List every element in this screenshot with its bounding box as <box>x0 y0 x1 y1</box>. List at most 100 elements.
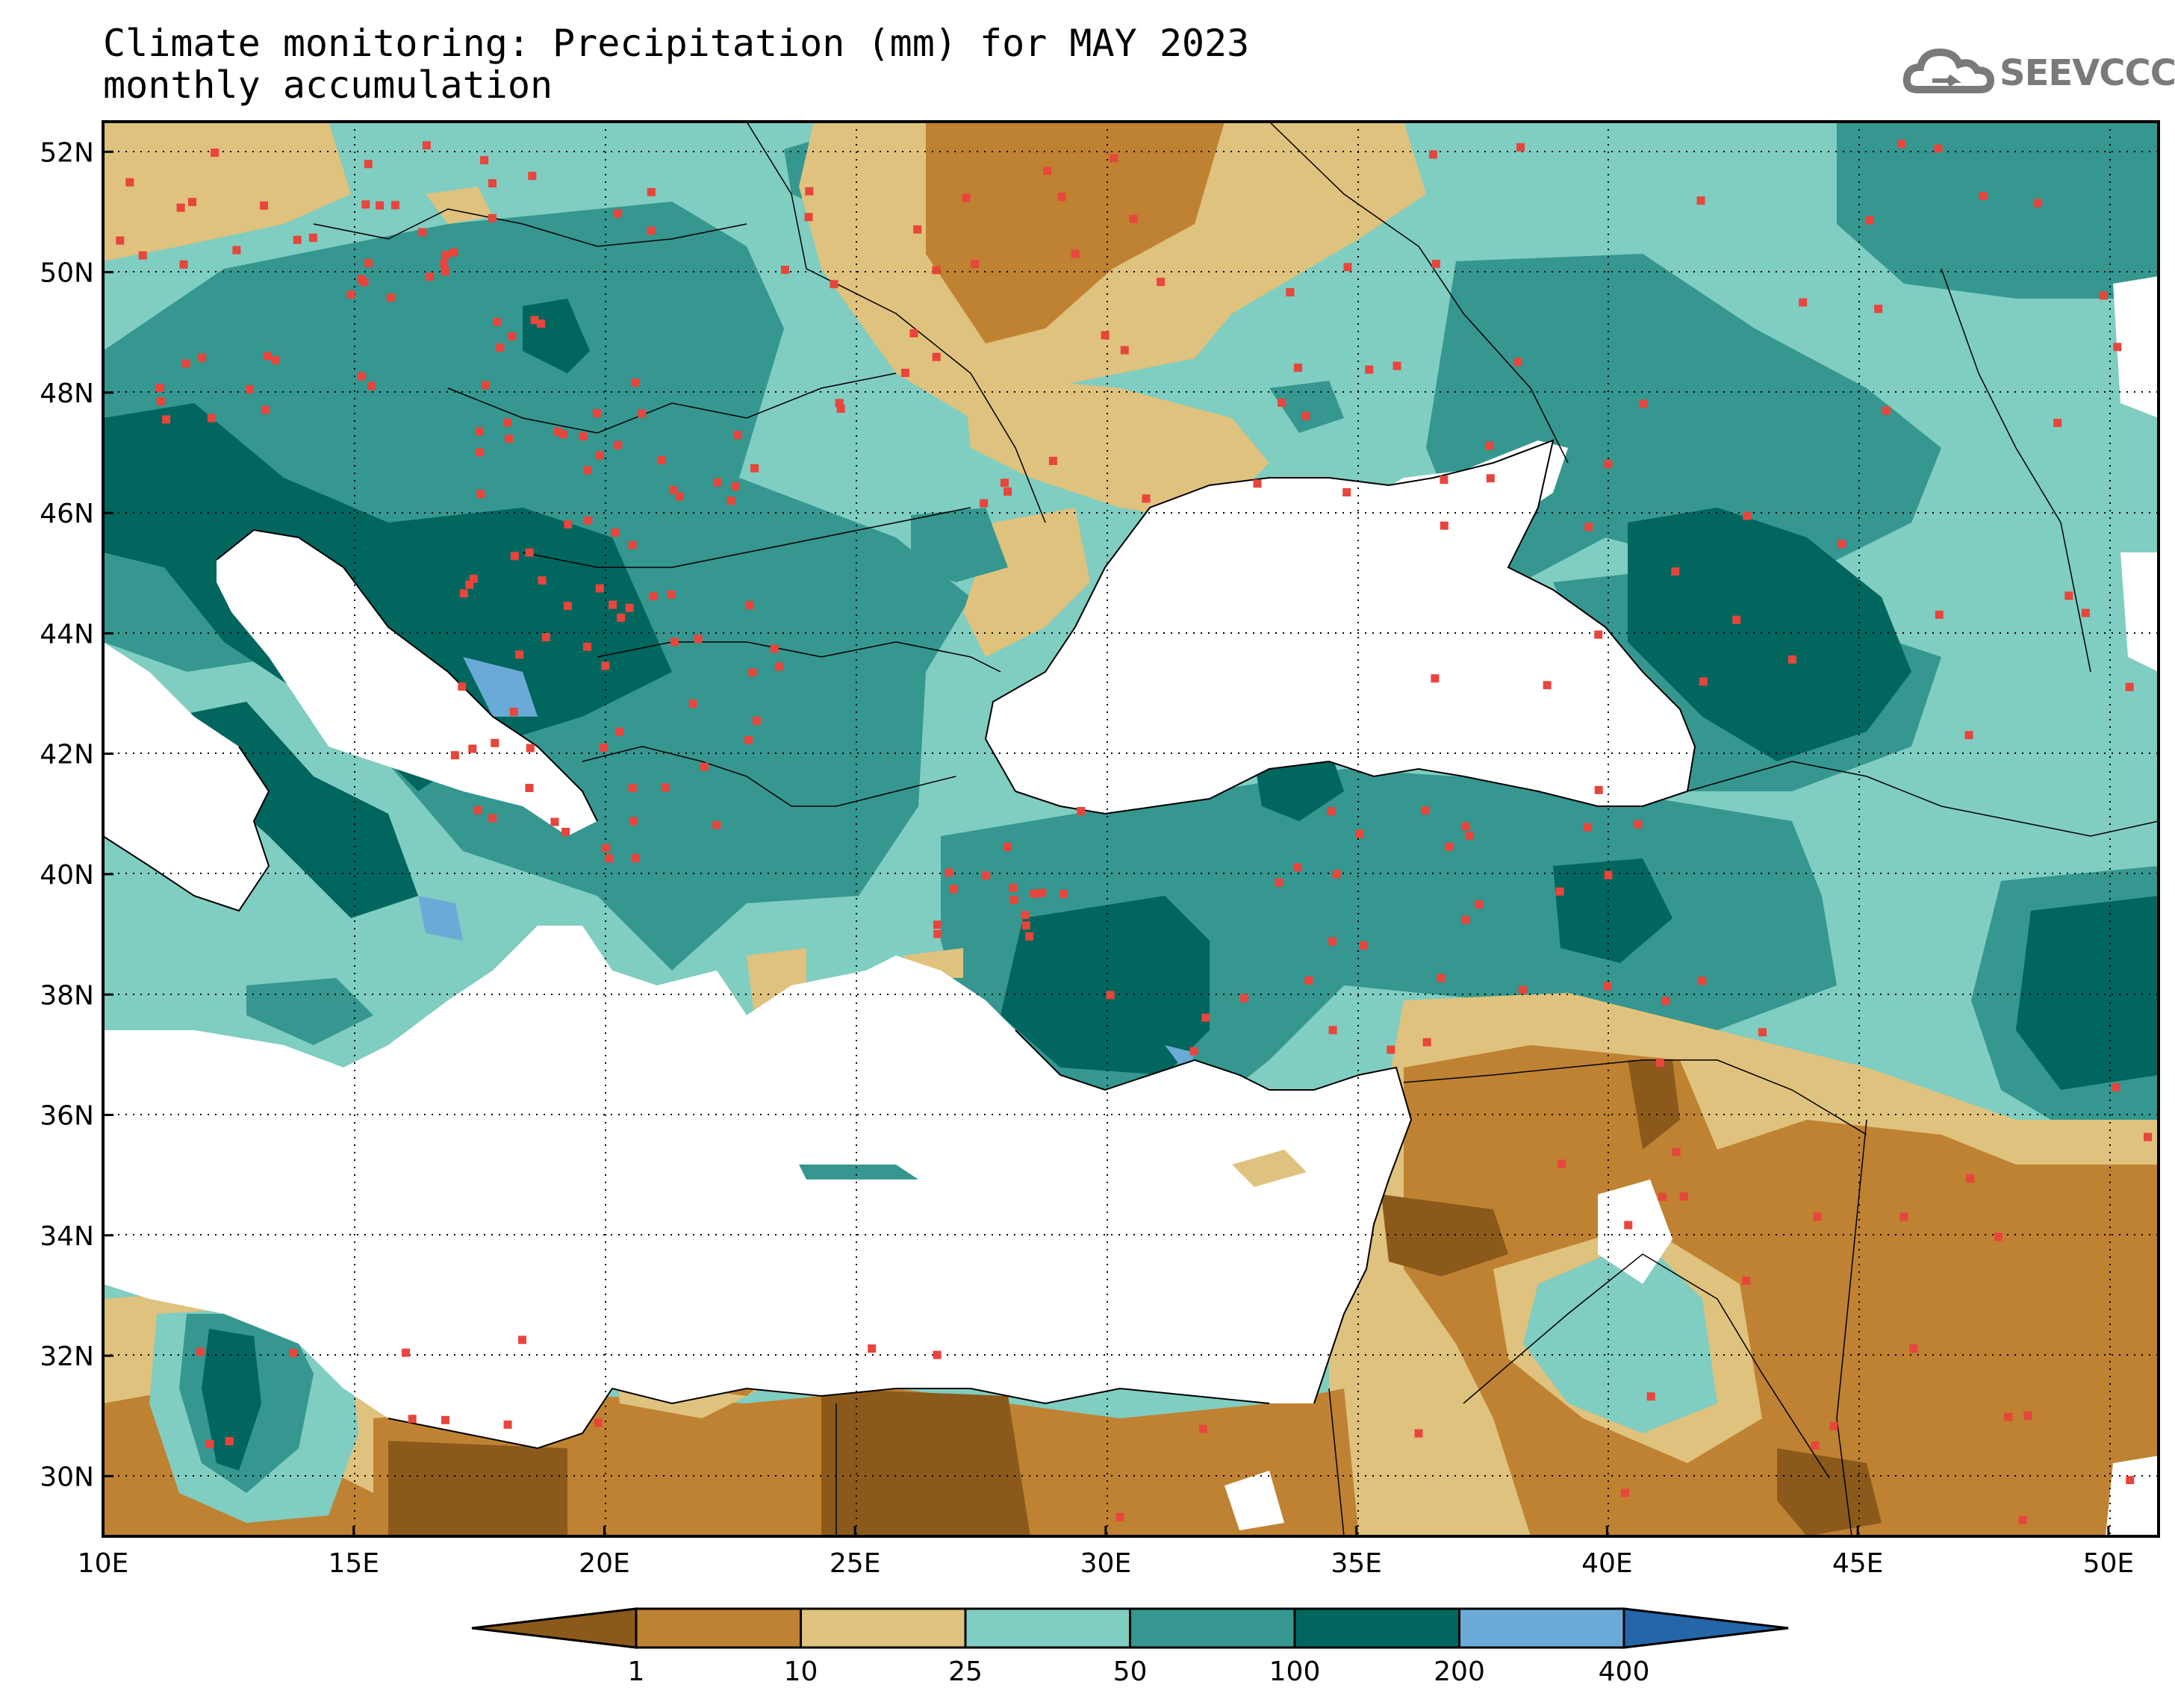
station-marker <box>1342 487 1351 496</box>
station-marker <box>1516 143 1525 152</box>
station-marker <box>1077 807 1086 816</box>
tyrrhenian-mask <box>103 642 269 911</box>
station-marker <box>713 478 722 487</box>
station-marker <box>733 431 742 440</box>
station-marker <box>596 451 605 460</box>
station-marker <box>1328 1026 1337 1035</box>
station-marker <box>468 744 477 753</box>
station-marker <box>517 1335 526 1344</box>
station-marker <box>1198 1424 1207 1433</box>
station-marker <box>971 259 980 268</box>
station-marker <box>1639 399 1648 408</box>
station-marker <box>667 590 676 599</box>
station-marker <box>361 200 370 209</box>
station-marker <box>804 213 813 222</box>
colorbar-label: 10 <box>784 1656 818 1687</box>
seevccc-logo: SEEVCCC <box>1902 43 2175 110</box>
station-marker <box>1009 895 1018 904</box>
station-marker <box>541 633 550 642</box>
colorbar-swatch <box>1293 1607 1460 1649</box>
station-marker <box>1025 932 1034 941</box>
station-marker <box>1994 1232 2003 1241</box>
station-marker <box>628 540 637 549</box>
station-marker <box>465 580 474 589</box>
colorbar-swatch <box>635 1607 802 1649</box>
field-syria-teal <box>1523 1239 1717 1433</box>
station-marker <box>1414 1429 1423 1438</box>
station-marker <box>538 576 547 585</box>
station-marker <box>1583 823 1592 832</box>
station-marker <box>525 784 534 793</box>
station-marker <box>980 499 989 508</box>
station-marker <box>1603 982 1612 991</box>
station-marker <box>367 381 376 390</box>
station-marker <box>138 251 147 260</box>
station-marker <box>631 378 640 387</box>
y-tick-label: 34N <box>40 1221 94 1252</box>
station-marker <box>386 293 395 302</box>
station-marker <box>1743 511 1752 520</box>
colorbar-label: 50 <box>1113 1656 1148 1687</box>
station-marker <box>731 481 740 490</box>
station-marker <box>376 201 385 210</box>
colorbar-label: 400 <box>1599 1656 1650 1687</box>
station-marker <box>1365 365 1374 374</box>
station-marker <box>491 738 500 747</box>
station-marker <box>553 427 562 436</box>
station-marker <box>558 430 567 439</box>
station-marker <box>675 492 684 501</box>
station-marker <box>402 1348 411 1357</box>
station-marker <box>176 203 185 212</box>
station-marker <box>441 267 449 276</box>
station-marker <box>1909 1344 1918 1353</box>
station-marker <box>933 920 942 929</box>
station-marker <box>155 383 164 392</box>
station-marker <box>232 246 241 255</box>
station-marker <box>647 226 656 235</box>
x-tick-label: 50E <box>2083 1548 2135 1579</box>
station-marker <box>442 251 451 260</box>
x-axis: 10E 15E 20E 25E 30E 35E 40E 45E 50E <box>78 1526 2134 1579</box>
station-marker <box>1332 870 1341 879</box>
station-marker <box>1758 1028 1767 1037</box>
station-marker <box>1278 398 1286 407</box>
station-marker <box>418 228 427 237</box>
station-marker <box>1355 829 1364 838</box>
station-marker <box>449 248 458 257</box>
station-marker <box>700 762 709 771</box>
station-marker <box>1897 140 1906 149</box>
station-marker <box>1555 887 1564 896</box>
station-marker <box>509 707 518 716</box>
station-marker <box>1934 144 1943 153</box>
station-marker <box>245 384 254 393</box>
station-marker <box>2018 1515 2027 1524</box>
station-marker <box>1620 1489 1629 1497</box>
adriatic-mask <box>217 530 597 836</box>
station-marker <box>346 290 355 299</box>
station-marker <box>563 602 572 611</box>
station-marker <box>1253 479 1262 488</box>
station-marker <box>564 520 573 529</box>
station-marker <box>480 156 489 165</box>
station-marker <box>945 868 953 877</box>
station-marker <box>550 817 559 826</box>
station-marker <box>750 464 759 473</box>
station-marker <box>526 744 535 752</box>
station-marker <box>614 209 623 218</box>
station-marker <box>1799 298 1808 307</box>
station-marker <box>1343 263 1352 272</box>
station-marker <box>1239 994 1248 1003</box>
station-marker <box>1624 1221 1633 1229</box>
station-marker <box>1475 900 1484 909</box>
station-marker <box>744 735 753 744</box>
station-marker <box>933 1350 942 1359</box>
y-tick-label: 44N <box>40 619 94 649</box>
station-marker <box>1393 361 1401 370</box>
station-marker <box>1899 1212 1908 1221</box>
station-marker <box>390 201 399 210</box>
station-marker <box>617 613 626 622</box>
station-marker <box>1060 889 1068 898</box>
station-marker <box>207 414 216 423</box>
cyprus <box>1232 1150 1307 1187</box>
station-marker <box>625 603 634 612</box>
